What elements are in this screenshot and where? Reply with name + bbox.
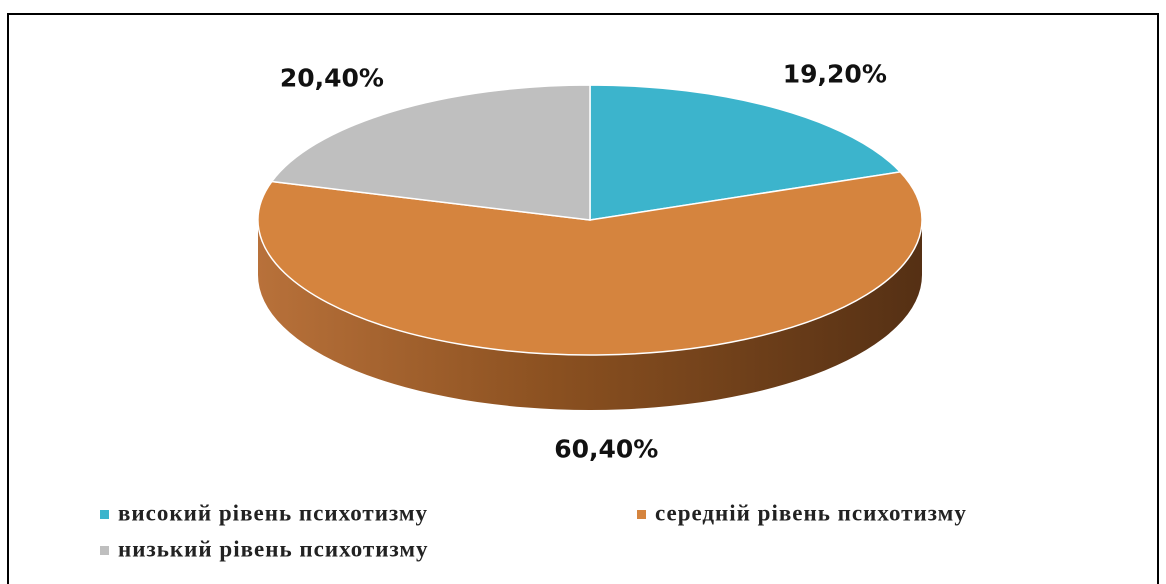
- legend-swatch: [637, 510, 646, 519]
- legend-swatch: [100, 510, 109, 519]
- slice: [257, 171, 923, 356]
- frame: [7, 13, 1159, 584]
- data-label: 60,40%: [554, 434, 658, 463]
- slice: [589, 84, 902, 221]
- legend-label: середній рівень психотизму: [655, 500, 967, 525]
- legend-swatch: [100, 546, 109, 555]
- slice: [270, 84, 591, 221]
- legend-label: низький рівень психотизму: [118, 536, 429, 561]
- legend-label: високий рівень психотизму: [118, 500, 428, 525]
- data-label: 19,20%: [783, 59, 887, 88]
- slice-side: [258, 220, 922, 410]
- data-label: 20,40%: [280, 63, 384, 92]
